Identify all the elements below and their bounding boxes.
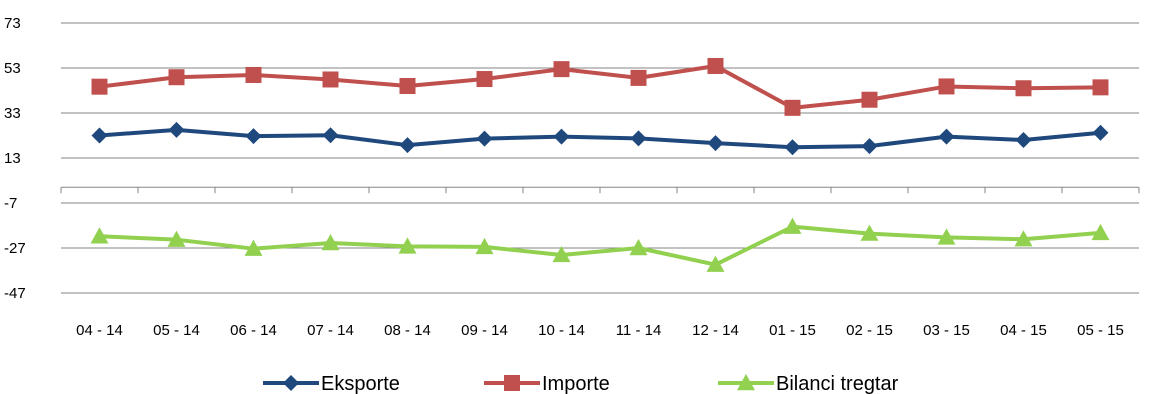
y-tick-label: 53	[4, 60, 21, 77]
data-point	[91, 78, 108, 95]
legend-marker	[283, 375, 299, 391]
data-point	[938, 128, 955, 145]
data-point	[861, 138, 878, 155]
data-point	[937, 228, 956, 245]
data-point	[167, 230, 186, 247]
data-point	[552, 245, 571, 263]
x-tick-label: 05 - 14	[153, 322, 200, 339]
y-tick-label: 13	[4, 150, 21, 167]
y-tick-label: -27	[4, 240, 26, 257]
legend-item: Bilanci tregtar	[718, 373, 899, 394]
data-point	[629, 239, 648, 256]
x-axis	[60, 186, 1140, 194]
legend-label: Bilanci tregtar	[776, 373, 899, 394]
data-point	[1092, 124, 1109, 141]
data-point	[1015, 80, 1032, 97]
data-point	[168, 121, 185, 138]
data-point	[399, 137, 416, 154]
x-tick-label: 04 - 15	[1000, 322, 1047, 339]
data-point	[322, 127, 339, 144]
data-point	[1091, 223, 1110, 241]
data-point	[707, 135, 724, 152]
legend-item: Eksporte	[263, 373, 400, 394]
x-tick-label: 02 - 15	[846, 322, 893, 339]
data-point	[1092, 79, 1109, 96]
x-tick-label: 11 - 14	[616, 322, 662, 339]
y-axis-ticks: 73 53 33 13 -7 -27 -47	[4, 15, 26, 302]
legend-marker	[504, 375, 520, 391]
series-group	[90, 57, 1110, 272]
data-point	[399, 78, 416, 94]
x-tick-label: 07 - 14	[307, 322, 354, 339]
series-line	[99, 63, 1101, 110]
data-point	[784, 99, 801, 116]
x-tick-label: 12 - 14	[692, 322, 739, 339]
y-tick-label: -7	[4, 195, 17, 212]
data-point	[1014, 230, 1033, 247]
data-point	[553, 61, 570, 78]
data-point	[476, 71, 493, 88]
data-point	[553, 128, 570, 145]
legend-label: Importe	[542, 373, 610, 394]
series-3	[90, 217, 1110, 272]
series-1	[91, 121, 1109, 156]
data-point	[706, 255, 725, 272]
y-tick-label: 33	[4, 105, 21, 122]
x-tick-label: 08 - 14	[384, 322, 431, 339]
series-2	[91, 57, 1109, 116]
x-tick-label: 05 - 15	[1077, 322, 1124, 339]
data-point	[168, 69, 185, 86]
legend-label: Eksporte	[321, 373, 400, 394]
data-point	[707, 57, 724, 74]
data-point	[90, 227, 109, 244]
x-tick-label: 03 - 15	[923, 322, 970, 339]
data-point	[244, 239, 263, 256]
data-point	[398, 237, 417, 254]
x-tick-label: 04 - 14	[76, 322, 123, 339]
data-point	[938, 78, 955, 95]
series-line	[99, 224, 1101, 267]
data-point	[783, 217, 802, 234]
data-point	[630, 130, 647, 147]
data-point	[322, 71, 339, 88]
data-point	[784, 139, 801, 156]
legend: Eksporte Importe Bilanci tregtar	[263, 373, 899, 394]
data-point	[245, 66, 262, 83]
y-tick-label: 73	[4, 15, 21, 32]
x-axis-ticks: 04 - 14 05 - 14 06 - 14 07 - 14 08 - 14 09 - …	[76, 322, 1124, 339]
x-tick-label: 09 - 14	[461, 322, 508, 339]
legend-item: Importe	[484, 373, 610, 394]
x-tick-label: 01 - 15	[769, 322, 816, 339]
data-point	[861, 91, 878, 108]
legend-marker	[737, 374, 755, 391]
data-point	[91, 127, 108, 144]
data-point	[630, 69, 647, 86]
data-point	[476, 130, 493, 147]
data-point	[245, 128, 262, 145]
y-tick-label: -47	[4, 285, 26, 302]
data-point	[1015, 132, 1032, 148]
x-tick-label: 10 - 14	[538, 322, 585, 339]
data-point	[860, 224, 879, 241]
data-point	[321, 234, 340, 251]
x-tick-label: 06 - 14	[230, 322, 277, 339]
data-point	[475, 237, 494, 255]
series-line	[99, 127, 1101, 150]
